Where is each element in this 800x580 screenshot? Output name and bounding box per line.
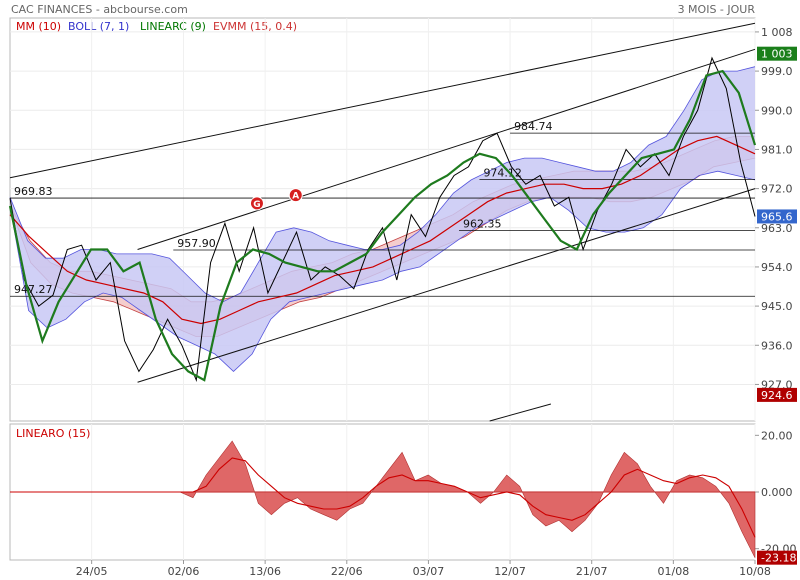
signal-marker-label: G [253,200,260,210]
x-axis: 24/05 02/06 13/06 22/06 03/07 12/07 21/07 01/08… [76,560,771,578]
x-tick-label: 21/07 [576,565,608,578]
linearc-line [8,69,757,382]
price-badge [757,46,797,61]
legend-evmm: EVMM (15, 0.4) [213,20,297,33]
price-badge-label: 965.6 [761,210,793,223]
source-title: CAC FINANCES - abcbourse.com [11,3,188,16]
period-label: 3 MOIS - JOUR [678,3,756,16]
osc-y-tick-label: 0.000 [761,486,793,499]
x-tick-label: 01/08 [658,565,690,578]
mm-line [9,135,756,325]
legend-mm: MM (10) [16,20,61,33]
x-tick-label: 12/07 [494,565,526,578]
y-tick-label: 999.0 [761,65,793,78]
trend-channel [9,22,756,422]
level-label: 957.90 [177,237,216,250]
boll-upper [9,66,756,303]
legend-boll: BOLL (7, 1) [68,20,129,33]
level-label: 969.83 [14,185,53,198]
channel-line [137,188,756,383]
x-tick-label: 24/05 [76,565,108,578]
channel-line [137,48,756,251]
y-tick-label: 990.0 [761,104,793,117]
x-tick-label: 03/07 [413,565,445,578]
osc-y-tick-label: 20.00 [761,429,793,442]
price-badge-label: 924.6 [761,389,793,402]
price-badge [757,209,797,224]
price-badge-label: 1 003 [761,48,793,61]
oscillator-title: LINEARO (15) [16,427,90,440]
signal-markers: GA [249,188,303,211]
signal-marker[interactable] [249,196,264,211]
y-tick-label: 954.0 [761,261,793,274]
y-tick-label: 981.0 [761,143,793,156]
channel-line [489,403,552,422]
x-tick-label: 02/06 [168,565,200,578]
y-tick-label: 963.0 [761,222,793,235]
y-tick-label: 972.0 [761,183,793,196]
level-label: 984.74 [514,120,553,133]
osc-badge-label: -23.18 [761,552,796,565]
x-tick-label: 10/08 [739,565,771,578]
y-tick-label: 945.0 [761,300,793,313]
x-tick-label: 22/06 [331,565,363,578]
linearc-series [8,69,757,382]
osc-signal-line [10,457,756,538]
y-tick-label: 1 008 [761,26,793,39]
price-series [9,56,756,383]
level-label: 947.27 [14,283,53,296]
y-axis: 1 008 999.0 990.0 981.0 972.0 963.0 954.0 945.0… [755,26,796,556]
signal-marker[interactable] [288,188,303,203]
price-line [9,56,756,383]
oscillator: -23.18 [10,440,797,565]
moving-average [9,135,756,325]
osc-badge [757,550,797,565]
price-badge [757,387,797,402]
legend: MM (10) BOLL (7, 1) LINEARC (9) EVMM (15… [16,20,297,33]
price-badges: 1 003 965.6 924.6 [757,46,797,402]
level-label: 962.35 [463,218,502,231]
signal-marker-label: A [292,192,299,202]
x-tick-label: 13/06 [249,565,281,578]
y-tick-label: 936.0 [761,339,793,352]
boll-fill [10,66,755,372]
legend-linearc: LINEARC (9) [140,20,206,33]
channel-line [9,22,756,179]
